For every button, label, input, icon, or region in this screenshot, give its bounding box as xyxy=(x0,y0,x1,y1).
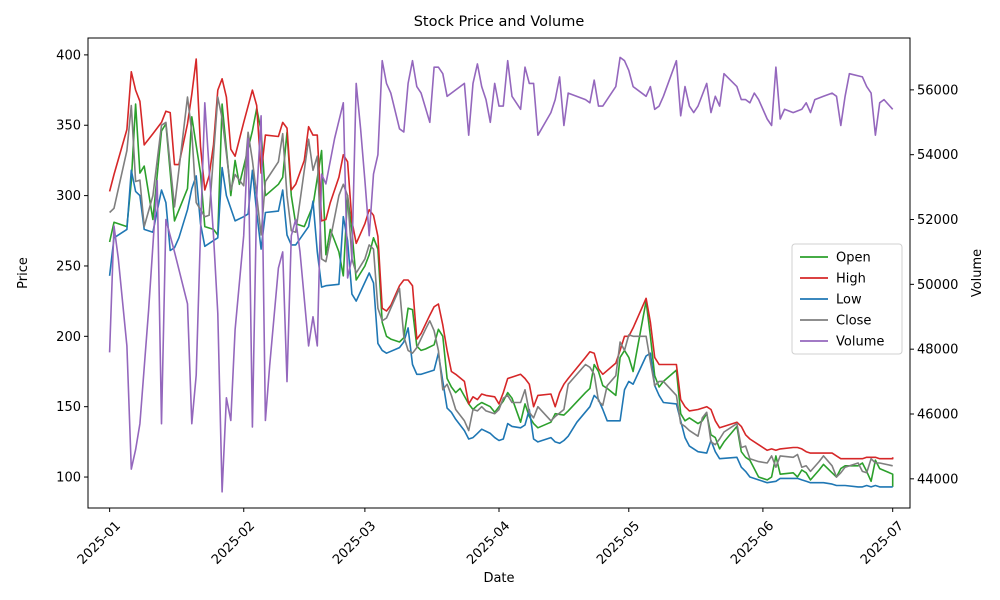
y2-tick-label: 52000 xyxy=(917,213,958,228)
y2-tick-label: 56000 xyxy=(917,83,958,98)
y2-tick-label: 54000 xyxy=(917,148,958,163)
legend-label-open: Open xyxy=(836,251,871,266)
legend-label-low: Low xyxy=(836,293,862,308)
y-tick-label: 300 xyxy=(56,189,81,204)
y2-tick-label: 46000 xyxy=(917,408,958,423)
y-tick-label: 400 xyxy=(56,48,81,63)
series-line-volume xyxy=(108,56,894,493)
y2-axis-ticks: 44000 46000 48000 50000 52000 54000 56000 xyxy=(910,83,958,487)
y-tick-label: 250 xyxy=(56,259,81,274)
y2-axis-title: Volume xyxy=(970,249,985,297)
series-line-high xyxy=(108,58,894,460)
y-axis-title: Price xyxy=(16,257,31,289)
chart-title: Stock Price and Volume xyxy=(414,14,585,30)
y2-tick-label: 48000 xyxy=(917,343,958,358)
plot-lines xyxy=(108,56,894,493)
legend-label-high: High xyxy=(836,272,866,287)
y-tick-label: 200 xyxy=(56,330,81,345)
x-axis-title: Date xyxy=(483,571,514,586)
y-tick-label: 350 xyxy=(56,119,81,134)
y-tick-label: 100 xyxy=(56,471,81,486)
legend-label-close: Close xyxy=(836,314,871,329)
series-line-low xyxy=(108,166,893,488)
y-axis-ticks: 100 150 200 250 300 350 400 xyxy=(56,48,88,486)
legend-box xyxy=(791,243,903,355)
y-tick-label: 150 xyxy=(56,400,81,415)
legend: Open High Low Close Volume xyxy=(791,243,903,355)
y2-tick-label: 50000 xyxy=(917,278,958,293)
y2-tick-label: 44000 xyxy=(917,472,958,487)
series-line-close xyxy=(109,96,893,478)
legend-label-volume: Volume xyxy=(836,335,884,350)
